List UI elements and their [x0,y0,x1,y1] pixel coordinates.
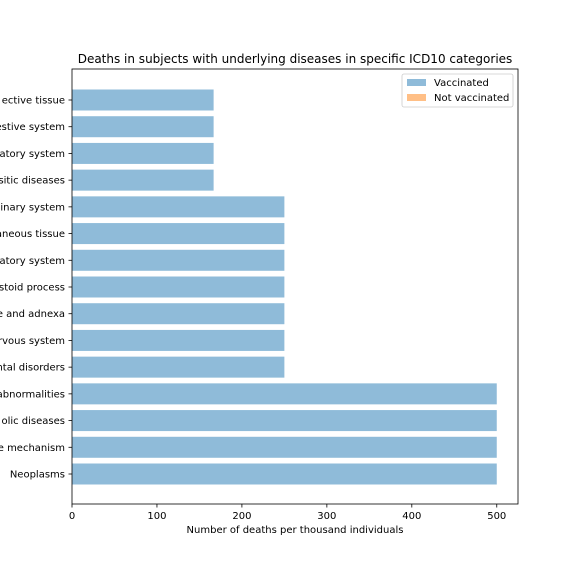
bar-vaccinated [72,249,285,271]
bar-vaccinated [72,89,214,111]
y-tick-label: ective tissue [2,96,65,107]
y-tick-label: olic diseases [1,416,65,427]
y-tick-label: estive system [0,122,65,133]
bar-vaccinated [72,196,285,218]
y-tick-label: inary system [0,202,65,213]
legend-swatch-vaccinated [407,79,426,86]
bar-vaccinated [72,276,285,298]
bar-vaccinated [72,329,285,351]
bar-vaccinated [72,356,285,378]
x-tick-label: 0 [69,511,75,522]
bar-vaccinated [72,142,214,164]
y-tick-label: atory system [0,149,65,160]
bar-vaccinated [72,410,497,432]
bar-vaccinated [72,223,285,245]
x-tick-label: 200 [232,511,251,522]
y-tick-label: Neoplasms [10,470,65,481]
legend-label-not-vaccinated: Not vaccinated [434,93,509,104]
bar-vaccinated [72,436,497,458]
y-tick-label: aneous tissue [0,229,65,240]
chart-title: Deaths in subjects with underlying disea… [78,52,513,66]
plot-frame [71,68,519,505]
y-tick-label: e and adnexa [0,309,65,320]
bar-vaccinated [72,383,497,405]
x-axis-label: Number of deaths per thousand individual… [187,525,404,536]
bars-group [72,89,497,485]
bar-vaccinated [72,463,497,485]
y-tick-label: atory system [0,256,65,267]
y-tick-label: abnormalities [0,389,65,400]
y-tick-label: rvous system [0,336,65,347]
x-tick-label: 400 [402,511,421,522]
bar-vaccinated [72,169,214,191]
bar-vaccinated [72,116,214,138]
legend-box [401,73,514,108]
legend-swatch-not-vaccinated [407,94,426,101]
y-tick-label: stoid process [0,283,65,294]
y-axis: Neoplasms e mechanism olic diseases abnorma… [0,96,72,481]
bar-vaccinated [72,303,285,325]
x-tick-label: 100 [147,511,166,522]
x-axis: 0 100 200 300 400 500 [69,504,506,522]
y-tick-label: e mechanism [0,443,65,454]
y-tick-label: sitic diseases [0,176,65,187]
legend: Vaccinated Not vaccinated [401,73,514,108]
legend-label-vaccinated: Vaccinated [434,78,489,89]
y-tick-label: ntal disorders [0,363,65,374]
x-tick-label: 500 [487,511,506,522]
x-tick-label: 300 [317,511,336,522]
